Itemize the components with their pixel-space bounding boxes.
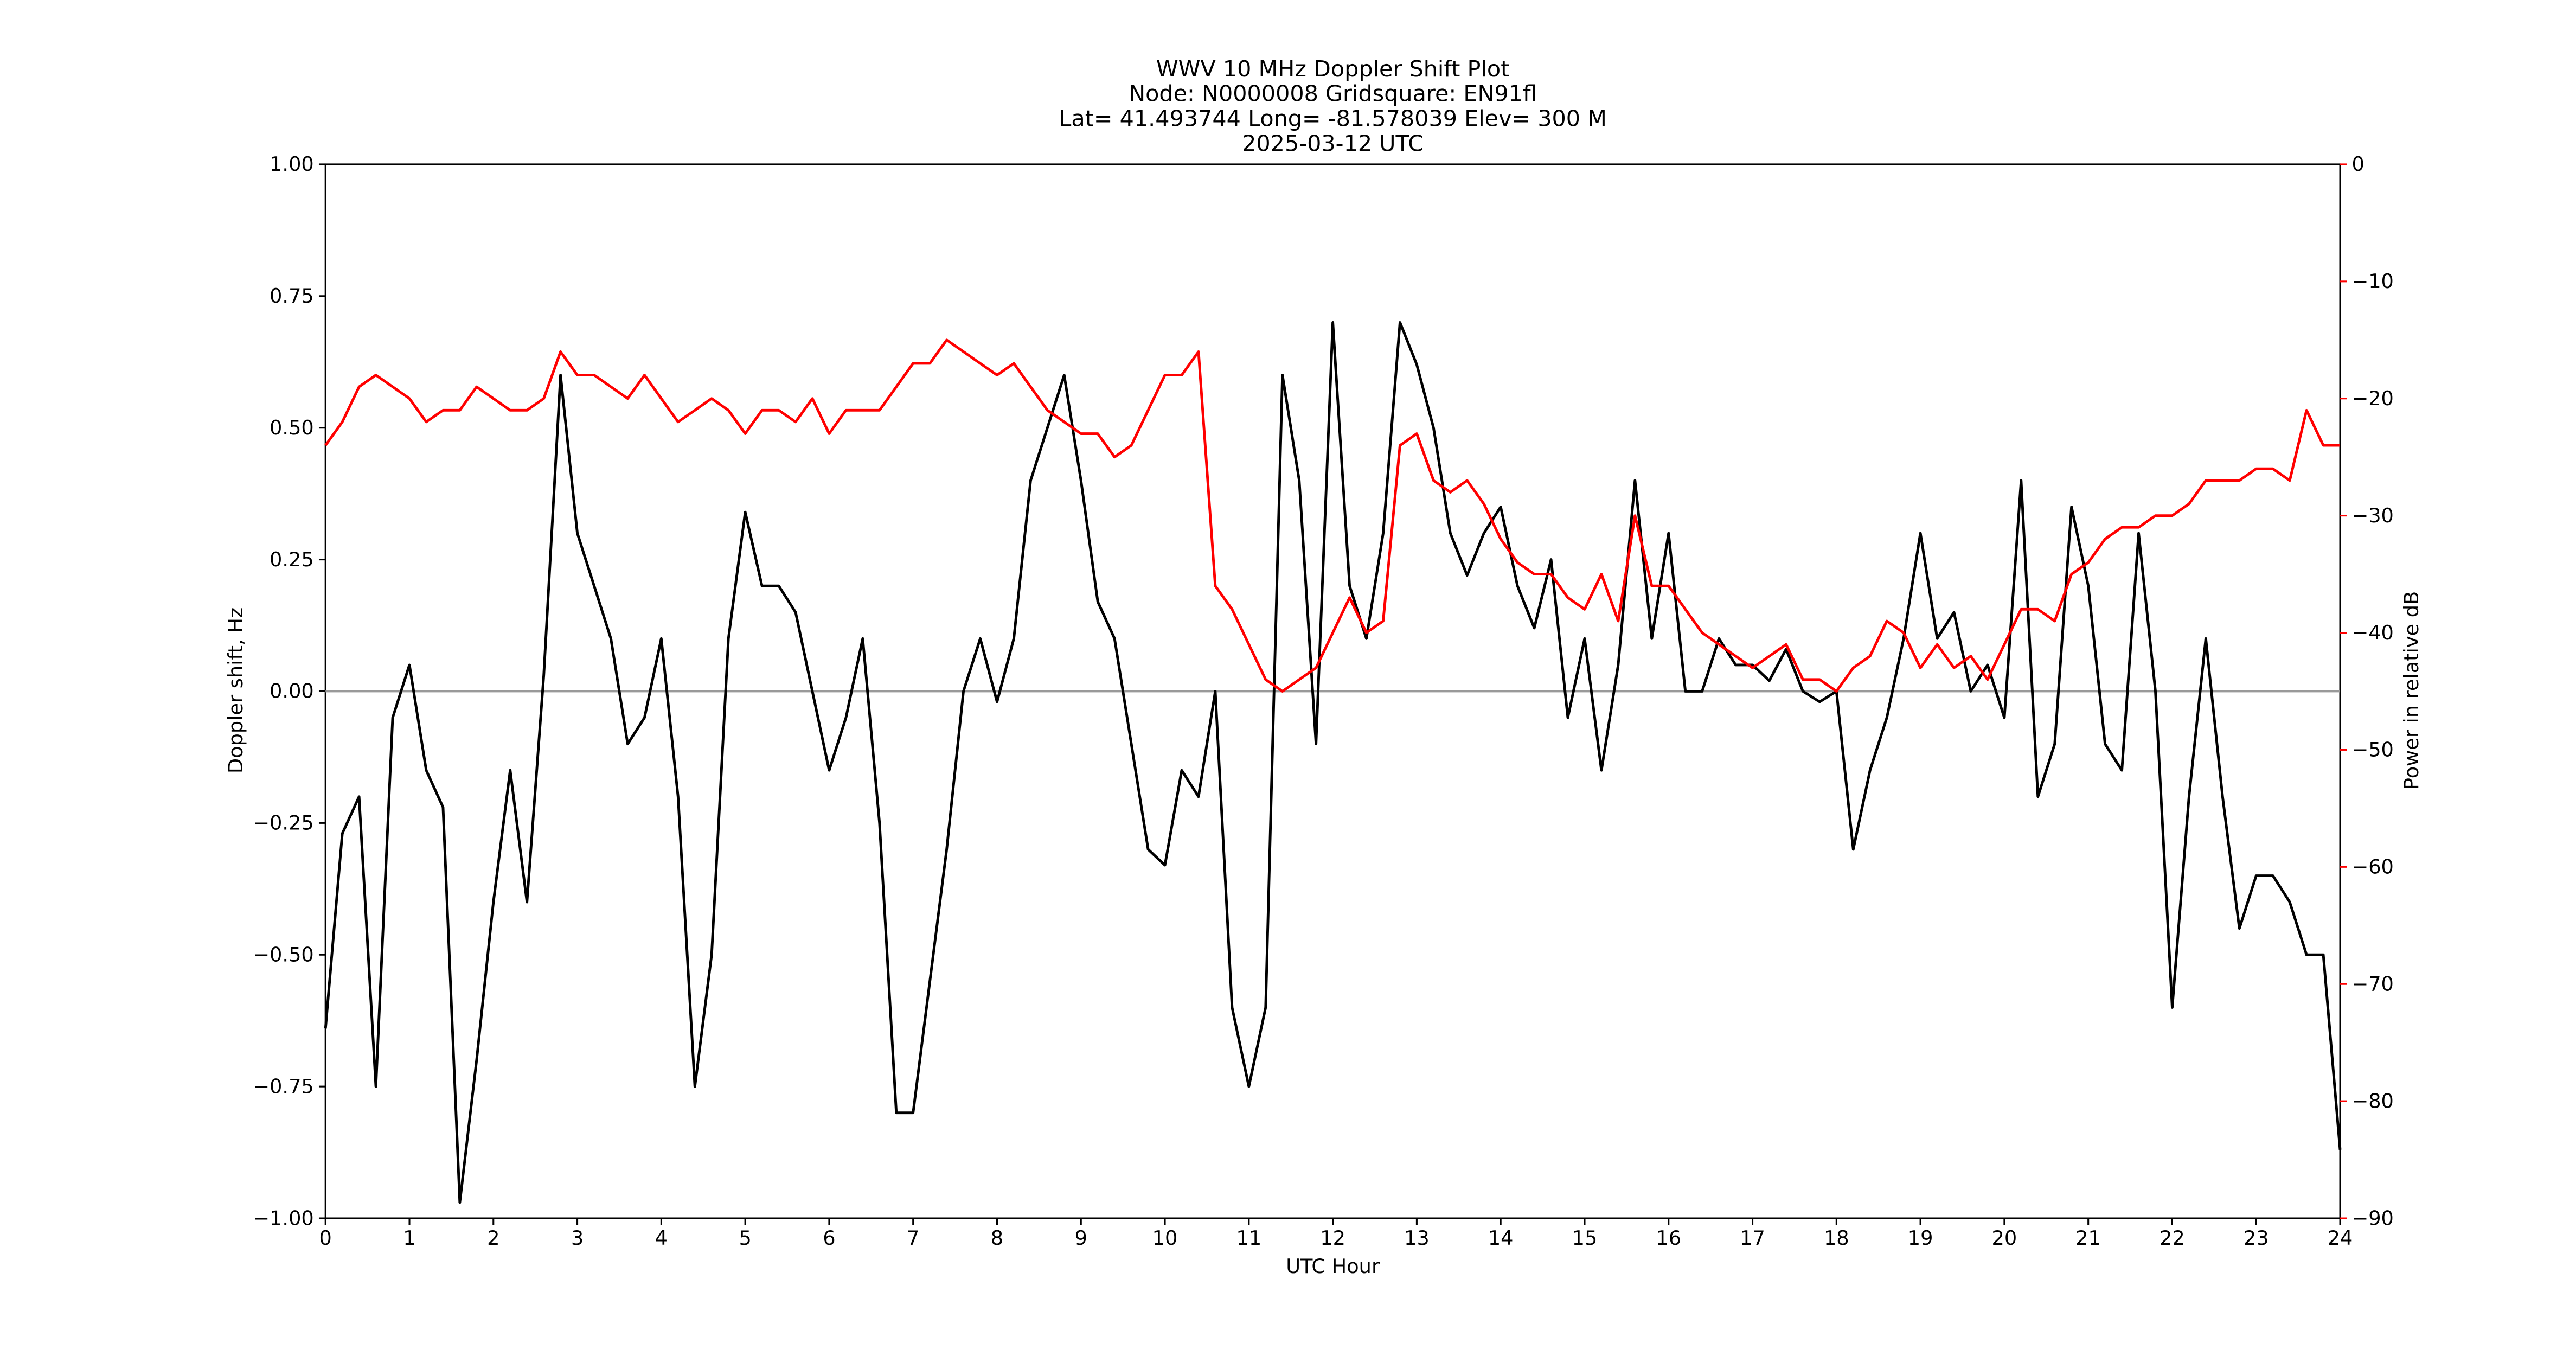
title-line: 2025-03-12 UTC — [1242, 130, 1424, 156]
x-tick-label: 0 — [319, 1226, 332, 1250]
x-tick-label: 12 — [1320, 1226, 1345, 1250]
x-tick-label: 9 — [1075, 1226, 1087, 1250]
title-line: WWV 10 MHz Doppler Shift Plot — [1156, 56, 1510, 82]
x-tick-label: 24 — [2328, 1226, 2353, 1250]
x-tick-label: 23 — [2244, 1226, 2269, 1250]
y2-tick-label: −90 — [2351, 1206, 2393, 1230]
x-tick-label: 8 — [991, 1226, 1003, 1250]
y2-tick-label: −80 — [2351, 1089, 2393, 1112]
y2-tick-label: 0 — [2351, 152, 2364, 176]
x-tick-label: 2 — [487, 1226, 499, 1250]
y2-tick-label: −40 — [2351, 621, 2393, 644]
x-tick-label: 16 — [1656, 1226, 1681, 1250]
x-tick-label: 18 — [1824, 1226, 1849, 1250]
y2-tick-label: −10 — [2351, 270, 2393, 293]
x-tick-label: 7 — [907, 1226, 919, 1250]
data-line — [324, 338, 2341, 693]
x-tick-label: 15 — [1572, 1226, 1598, 1250]
x-axis-label: UTC Hour — [1286, 1255, 1380, 1278]
y2-axis-label: Power in relative dB — [2400, 591, 2423, 790]
y2-tick-label: −70 — [2351, 972, 2393, 995]
y2-tick-label: −50 — [2351, 738, 2393, 762]
x-tick-label: 4 — [655, 1226, 668, 1250]
x-tick-label: 5 — [739, 1226, 751, 1250]
y-tick-label: 1.00 — [270, 152, 314, 176]
y-tick-label: 0.00 — [270, 680, 314, 703]
y-axis-label: Doppler shift, Hz — [224, 607, 247, 773]
y-tick-label: −0.25 — [253, 811, 313, 835]
x-tick-label: 19 — [1908, 1226, 1933, 1250]
x-tick-label: 1 — [403, 1226, 415, 1250]
y2-tick-label: −60 — [2351, 855, 2393, 879]
x-tick-label: 10 — [1152, 1226, 1178, 1250]
x-tick-label: 3 — [571, 1226, 584, 1250]
y-tick-label: −0.75 — [253, 1074, 313, 1098]
x-tick-label: 6 — [823, 1226, 835, 1250]
y-tick-label: 0.50 — [270, 416, 314, 439]
data-line — [324, 321, 2342, 1204]
title-line: Lat= 41.493744 Long= -81.578039 Elev= 30… — [1059, 106, 1606, 132]
x-tick-label: 20 — [1992, 1226, 2017, 1250]
y-tick-label: −1.00 — [253, 1206, 313, 1230]
x-tick-label: 17 — [1740, 1226, 1765, 1250]
title-line: Node: N0000008 Gridsquare: EN91fl — [1129, 81, 1537, 107]
x-tick-label: 21 — [2075, 1226, 2101, 1250]
y-tick-label: 0.75 — [270, 284, 314, 308]
x-tick-label: 13 — [1404, 1226, 1430, 1250]
x-tick-label: 14 — [1488, 1226, 1514, 1250]
x-tick-label: 11 — [1236, 1226, 1261, 1250]
y2-tick-label: −30 — [2351, 504, 2393, 527]
y2-tick-label: −20 — [2351, 387, 2393, 410]
y-tick-label: 0.25 — [270, 548, 314, 571]
y-tick-label: −0.50 — [253, 943, 313, 966]
x-tick-label: 22 — [2160, 1226, 2185, 1250]
